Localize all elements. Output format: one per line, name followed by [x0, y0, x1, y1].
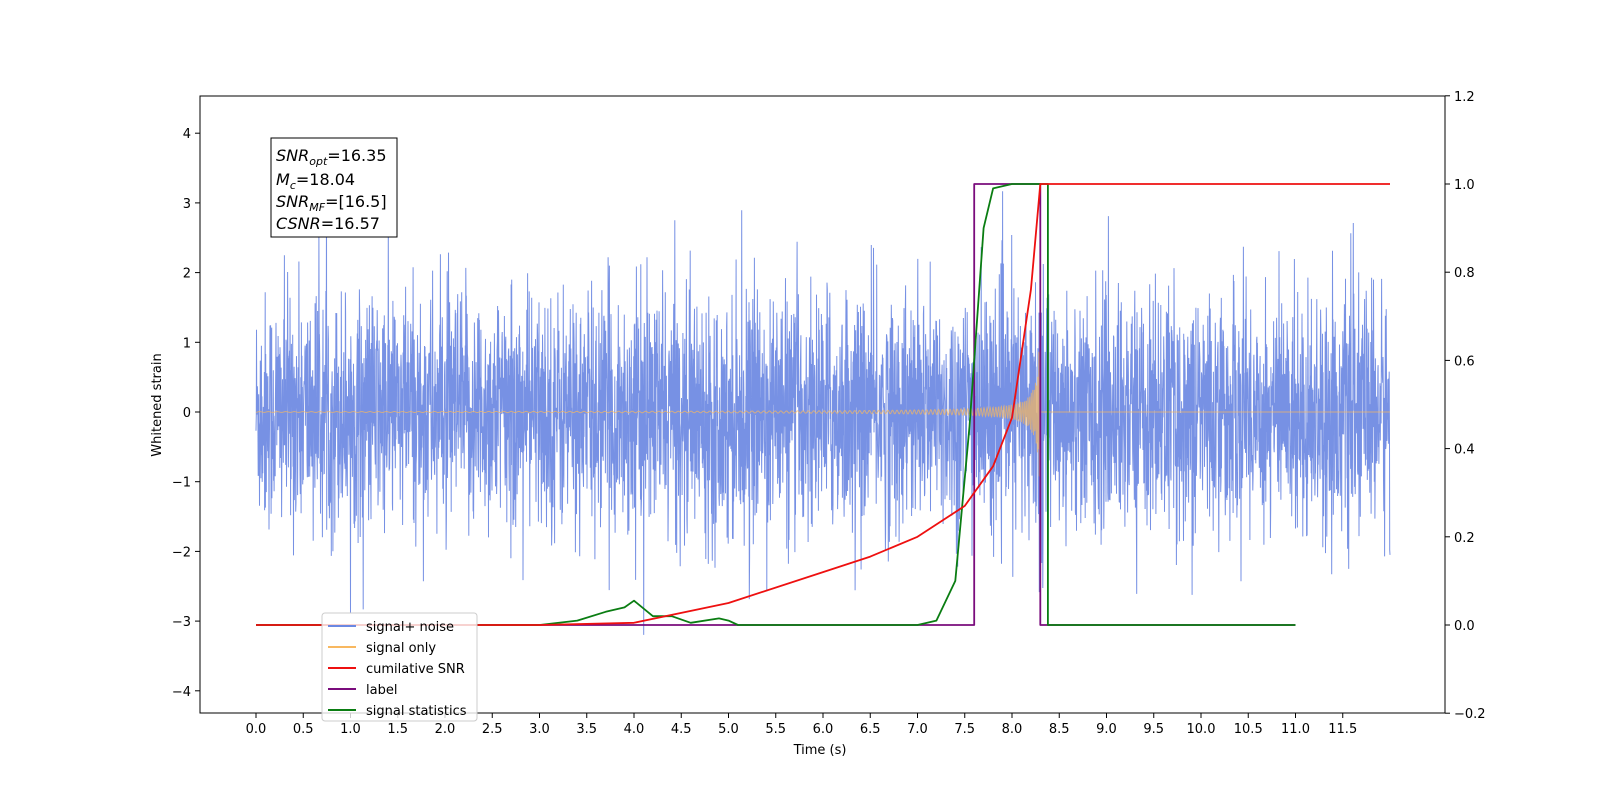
- legend-label: cumilative SNR: [366, 662, 465, 677]
- x-tick-label: 5.5: [765, 722, 786, 737]
- csnr-text: CSNR=16.57: [276, 214, 380, 233]
- x-tick-label: 6.5: [860, 722, 881, 737]
- y-tick-label: 0: [183, 406, 191, 421]
- x-tick-label: 6.0: [813, 722, 834, 737]
- y-axis-right: 1.2 1.0 0.8 0.6 0.4 0.2 0.0 −0.2: [1445, 90, 1486, 722]
- x-tick-label: 11.5: [1328, 722, 1357, 737]
- x-tick-label: 2.0: [435, 722, 456, 737]
- y2-tick-label: 0.8: [1454, 266, 1475, 281]
- x-tick-label: 7.0: [907, 722, 928, 737]
- y2-tick-label: −0.2: [1454, 707, 1486, 722]
- x-tick-label: 2.5: [482, 722, 503, 737]
- x-tick-label: 0.0: [246, 722, 267, 737]
- legend-label: label: [366, 683, 397, 698]
- y-tick-label: 1: [183, 336, 191, 351]
- y2-tick-label: 0.2: [1454, 531, 1475, 546]
- mc-text: Mc=18.04: [276, 170, 355, 192]
- y-axis-label: Whitened strain: [150, 353, 165, 456]
- y2-tick-label: 1.0: [1454, 178, 1475, 193]
- legend-label: signal+ noise: [366, 620, 454, 635]
- x-tick-label: 8.5: [1049, 722, 1070, 737]
- x-tick-label: 8.0: [1002, 722, 1023, 737]
- annotation-box: SNRopt=16.35 Mc=18.04 SNRMF=[16.5] CSNR=…: [270, 137, 398, 238]
- x-tick-label: 4.0: [624, 722, 645, 737]
- y2-tick-label: 1.2: [1454, 90, 1475, 105]
- series-signal-only-line: [255, 331, 1390, 477]
- legend: signal+ noise signal only cumilative SNR la…: [321, 612, 478, 722]
- x-tick-label: 11.0: [1281, 722, 1310, 737]
- x-tick-label: 7.5: [954, 722, 975, 737]
- y-tick-label: −3: [172, 615, 191, 630]
- series-cumulative-snr-line: [256, 183, 1390, 626]
- series-signal-statistics-line: [256, 183, 1296, 626]
- x-tick-label: 3.0: [529, 722, 550, 737]
- x-tick-label: 9.0: [1096, 722, 1117, 737]
- x-tick-label: 3.5: [576, 722, 597, 737]
- plot-area: [255, 183, 1391, 635]
- y-tick-label: −2: [172, 545, 191, 560]
- y2-tick-label: 0.6: [1454, 354, 1475, 369]
- x-tick-label: 0.5: [293, 722, 314, 737]
- legend-label: signal statistics: [366, 704, 467, 719]
- x-tick-label: 5.0: [718, 722, 739, 737]
- snr-mf-text: SNRMF=[16.5]: [276, 192, 387, 214]
- x-axis-label: Time (s): [793, 743, 847, 758]
- snr-opt-text: SNRopt=16.35: [276, 146, 387, 168]
- y2-tick-label: 0.0: [1454, 619, 1475, 634]
- x-tick-label: 9.5: [1143, 722, 1164, 737]
- x-tick-label: 1.0: [340, 722, 361, 737]
- y-tick-label: −1: [172, 476, 191, 491]
- y-tick-label: 4: [183, 127, 191, 142]
- legend-label: signal only: [366, 641, 436, 656]
- y-axis-left: 4 3 2 1 0 −1 −2 −3 −4: [172, 127, 200, 700]
- y-tick-label: 3: [183, 197, 191, 212]
- x-tick-label: 10.5: [1234, 722, 1263, 737]
- y2-tick-label: 0.4: [1454, 443, 1475, 458]
- y-tick-label: 2: [183, 267, 191, 282]
- x-tick-label: 1.5: [387, 722, 408, 737]
- x-axis: 0.0 0.5 1.0 1.5 2.0 2.5 3.0 3.5 4.0 4.5 5.0 5.5 6.0 6…: [246, 713, 1357, 737]
- x-tick-label: 4.5: [671, 722, 692, 737]
- x-tick-label: 10.0: [1187, 722, 1216, 737]
- y-tick-label: −4: [172, 685, 191, 700]
- series-signal-noise-line: [255, 186, 1391, 635]
